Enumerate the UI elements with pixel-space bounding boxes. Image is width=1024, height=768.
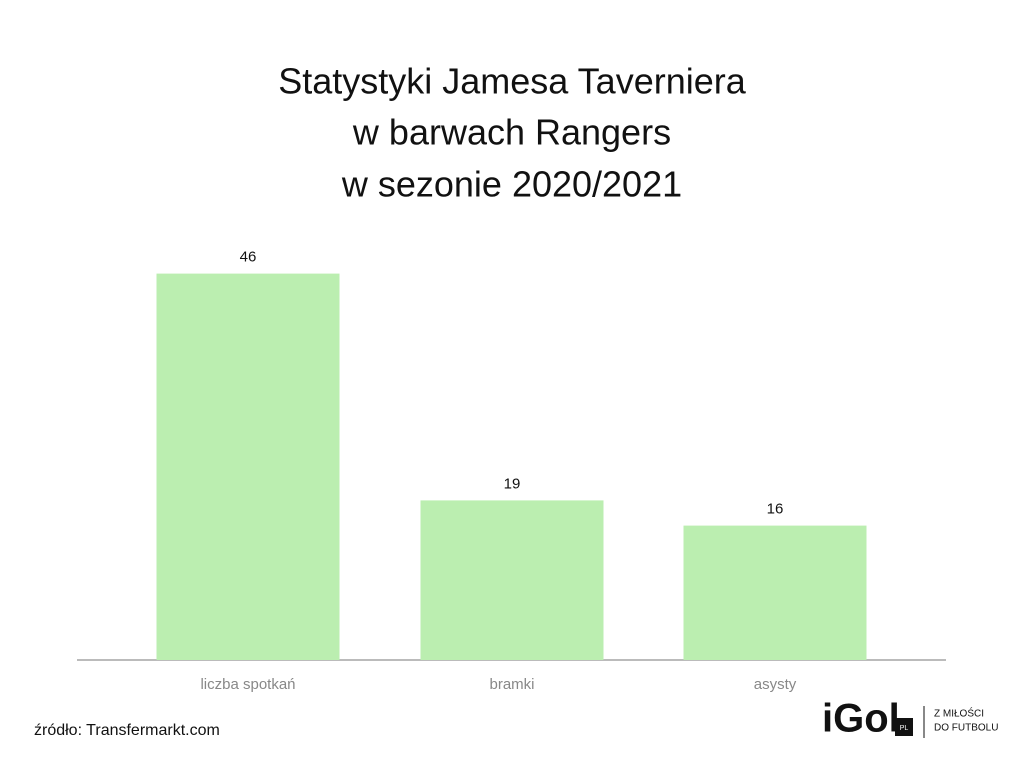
bar	[420, 500, 604, 660]
value-label: 16	[767, 501, 784, 518]
chart-title: w barwach Rangers	[352, 112, 671, 153]
source: źródło: Transfermarkt.com	[34, 722, 220, 739]
value-label: 46	[240, 249, 257, 266]
x-tick-label: asysty	[754, 676, 797, 693]
chart-title: w sezonie 2020/2021	[341, 164, 682, 205]
logo-badge-bg	[895, 718, 913, 736]
logo: iGol	[822, 697, 900, 741]
bar	[156, 273, 340, 660]
logo-badge: PL	[900, 725, 909, 732]
logo-tagline: DO FUTBOLU	[934, 723, 998, 734]
value-label: 19	[504, 475, 521, 492]
bar	[683, 525, 867, 660]
x-tick-label: bramki	[489, 676, 534, 693]
logo-tagline: Z MIŁOŚCI	[934, 707, 984, 720]
x-tick-label: liczba spotkań	[200, 676, 295, 693]
chart-title: Statystyki Jamesa Taverniera	[278, 61, 747, 102]
